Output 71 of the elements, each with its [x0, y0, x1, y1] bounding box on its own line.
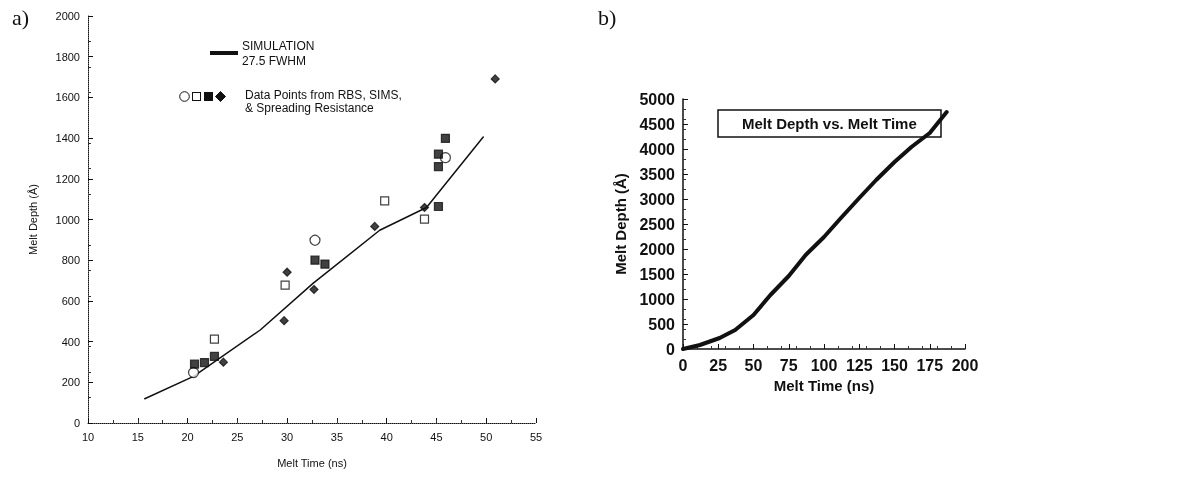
x-tick-label: 40: [380, 430, 393, 443]
point: [218, 357, 228, 367]
point: [370, 221, 380, 232]
y-tick-label: 1000: [55, 213, 80, 226]
x-tick-label: 45: [430, 430, 443, 443]
point: [433, 201, 444, 212]
x-tick-label: 200: [951, 356, 979, 374]
text: a): [12, 4, 30, 30]
point: [419, 214, 430, 224]
y-tick-label: 1000: [639, 290, 676, 308]
x-tick-label: 25: [231, 430, 244, 443]
text: Melt Depth vs. Melt Time: [742, 115, 917, 132]
y-tick-label: 1400: [55, 132, 80, 145]
y-tick-label: 2000: [55, 10, 80, 22]
y-tick-label: 1600: [55, 91, 80, 104]
x-tick-label: 15: [131, 430, 144, 443]
point: [282, 267, 292, 277]
point: [189, 359, 200, 369]
y-tick-label: 2500: [639, 215, 676, 233]
x-tick-label: 25: [709, 356, 728, 374]
x-tick-label: 20: [181, 430, 194, 443]
x-tick-label: 35: [330, 430, 344, 443]
point: [309, 284, 319, 295]
y-tick-label: 5000: [639, 90, 676, 108]
y-tick-label: 200: [61, 376, 80, 389]
annotation: Data Points from RBS, SIMS, & Spreading Resistance: [245, 87, 402, 115]
point: [199, 357, 210, 368]
x-axis-title: Melt Time (ns): [773, 376, 875, 394]
point: [320, 259, 330, 269]
legend-label: SIMULATION 27.5 FWHM: [242, 38, 315, 68]
y-tick-label: 1200: [55, 172, 80, 185]
x-tick-label: 175: [916, 356, 944, 374]
point: [280, 280, 290, 290]
y-tick-label: 0: [666, 340, 676, 358]
x-tick-label: 50: [480, 430, 493, 443]
point: [433, 149, 444, 159]
point: [440, 133, 450, 143]
y-tick-label: 800: [61, 254, 80, 267]
point: [380, 196, 390, 206]
y-tick-label: 4000: [639, 140, 676, 158]
y-tick-label: 3500: [639, 165, 676, 183]
y-tick-label: 2000: [639, 240, 676, 258]
y-tick-label: 1800: [55, 50, 80, 63]
y-tick-label: 400: [61, 335, 80, 348]
y-tick-label: 0: [73, 417, 80, 429]
point: [310, 255, 320, 265]
point: [490, 74, 500, 84]
point: [209, 334, 220, 344]
y-tick-label: 4500: [639, 115, 676, 133]
x-tick-label: 0: [678, 356, 688, 374]
line-series: [144, 136, 484, 400]
point: [209, 351, 220, 362]
x-tick-label: 125: [845, 356, 873, 374]
x-tick-label: 10: [81, 430, 95, 443]
x-tick-label: 75: [779, 356, 798, 374]
x-tick-label: 55: [529, 430, 543, 443]
y-tick-label: 600: [61, 294, 80, 307]
point: [433, 161, 444, 172]
x-tick-label: 150: [881, 356, 908, 374]
y-axis-title: Melt Depth (Å): [26, 184, 39, 255]
y-tick-label: 1500: [639, 265, 676, 283]
text: b): [598, 4, 617, 30]
x-tick-label: 30: [280, 430, 294, 443]
y-tick-label: 500: [648, 315, 676, 333]
point: [279, 316, 289, 326]
x-axis-title: Melt Time (ns): [277, 456, 347, 469]
x-tick-label: 100: [810, 356, 838, 374]
x-tick-label: 50: [744, 356, 763, 374]
y-axis-title: Melt Depth (Å): [612, 173, 629, 275]
point: [309, 234, 321, 246]
y-tick-label: 3000: [639, 190, 676, 208]
